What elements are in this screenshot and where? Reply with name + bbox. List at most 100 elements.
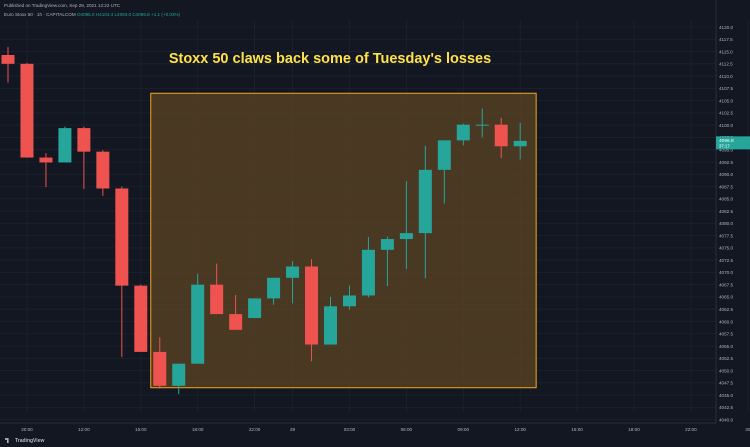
candle-body [58, 128, 72, 163]
candle-body [342, 295, 356, 307]
price-tick-label: 4042.5 [719, 405, 733, 410]
candle-down [229, 294, 243, 330]
candle-up [286, 261, 300, 304]
price-tick-label: 4082.5 [719, 209, 733, 214]
candle-body [96, 151, 110, 189]
price-tick-label: 4070.0 [719, 270, 733, 275]
highlight-box [150, 92, 537, 389]
candle-body [153, 351, 167, 386]
time-tick-label: 18:00 [628, 427, 640, 432]
price-tick-label: 4052.5 [719, 356, 733, 361]
candle-up [342, 285, 356, 310]
price-tick-label: 4102.5 [719, 111, 733, 116]
candle-body [210, 284, 224, 315]
price-tick-label: 4067.5 [719, 282, 733, 287]
candle-down [20, 62, 34, 158]
price-tick-label: 4117.5 [719, 37, 733, 42]
price-tick-label: 4105.0 [719, 98, 733, 103]
candle-body [475, 124, 489, 126]
price-tick-label: 4107.5 [719, 86, 733, 91]
candle-body [361, 249, 375, 296]
candle-body [134, 285, 148, 352]
price-tick-label: 4072.5 [719, 258, 733, 263]
price-tick-label: 4075.0 [719, 246, 733, 251]
candle-up [267, 277, 281, 305]
time-tick-label: 29 [290, 427, 296, 432]
time-tick-label: 06:00 [401, 427, 413, 432]
candle-down [96, 150, 110, 196]
candles [1, 47, 527, 395]
candle-down [115, 186, 129, 357]
price-tick-label: 4077.5 [719, 233, 733, 238]
time-tick-label: 20:00 [21, 427, 33, 432]
candle-down [305, 259, 319, 362]
candle-body [437, 140, 451, 170]
candle-body [77, 128, 91, 152]
candle-body [1, 54, 15, 64]
price-tick-label: 4087.5 [719, 184, 733, 189]
candle-body [248, 298, 262, 319]
last-price-marker: 4096.837:17 [716, 136, 750, 150]
symbol-legend: Euro Stoxx 50 · 1h · CAPITALCOM O4095.0 … [4, 12, 180, 17]
price-tick-label: 4115.0 [719, 49, 733, 54]
time-tick-label: 22:00 [685, 427, 697, 432]
candle-down [1, 47, 15, 83]
price-tick-label: 4055.0 [719, 344, 733, 349]
candle-body [191, 284, 205, 364]
candle-body [20, 63, 34, 158]
candle-up [191, 273, 205, 364]
price-tick-label: 4112.5 [719, 62, 733, 67]
time-tick-label: 15:00 [135, 427, 147, 432]
candle-up [323, 296, 337, 345]
time-axis[interactable]: 20:00 12:00 15:00 18:00 22:00 29 03:00 06:00 09:… [0, 422, 750, 432]
candle-up [418, 145, 432, 279]
tradingview-logo-icon [5, 438, 9, 444]
candle-down [210, 263, 224, 315]
price-tick-label: 4092.5 [719, 160, 733, 165]
candle-up [437, 140, 451, 204]
candle-down [77, 126, 91, 189]
candle-body [172, 363, 186, 386]
price-tick-label: 4062.5 [719, 307, 733, 312]
candle-down [134, 284, 148, 352]
price-tick-label: 4047.5 [719, 381, 733, 386]
candle-up [361, 237, 375, 298]
candle-body [380, 239, 394, 250]
candle-body [323, 306, 337, 345]
candle-body [115, 188, 129, 286]
price-tick-label: 4085.0 [719, 197, 733, 202]
candle-up [380, 236, 394, 287]
last-price-badge [716, 136, 750, 150]
time-tick-label: 12:00 [514, 427, 526, 432]
brand-label: TradingView [15, 438, 45, 444]
price-tick-label: 4045.0 [719, 393, 733, 398]
price-tick-label: 4080.0 [719, 221, 733, 226]
candle-body [305, 266, 319, 345]
last-price-label: 4096.8 [719, 138, 734, 144]
candle-body [267, 277, 281, 299]
price-tick-label: 4040.0 [719, 417, 733, 422]
price-tick-label: 4110.0 [719, 74, 733, 79]
time-tick-label: 15:00 [571, 427, 583, 432]
price-tick-label: 4065.0 [719, 295, 733, 300]
time-tick-label: 09:00 [458, 427, 470, 432]
candle-up [456, 123, 470, 146]
candle-body [399, 233, 413, 240]
price-tick-label: 4100.0 [719, 123, 733, 128]
candle-up [172, 363, 186, 395]
countdown-label: 37:17 [719, 143, 730, 148]
ohlc-values: O4095.0 H4103.4 L4093.0 C4096.8 +1.1 (+0… [76, 12, 181, 17]
candle-down [494, 117, 508, 159]
symbol-name[interactable]: Euro Stoxx 50 · 1h · CAPITALCOM [4, 12, 76, 17]
candle-body [39, 157, 53, 163]
candle-body [286, 266, 300, 278]
candle-up [399, 181, 413, 269]
time-tick-label: 30 [745, 427, 750, 432]
candle-up [513, 122, 527, 160]
tradingview-footer[interactable]: TradingView [5, 438, 44, 444]
candle-up [248, 298, 262, 319]
price-tick-label: 4060.0 [719, 319, 733, 324]
time-tick-label: 18:00 [192, 427, 204, 432]
price-axis[interactable]: 4120.0 4117.5 4115.0 4112.5 4110.0 4107.5 4105… [715, 0, 733, 423]
